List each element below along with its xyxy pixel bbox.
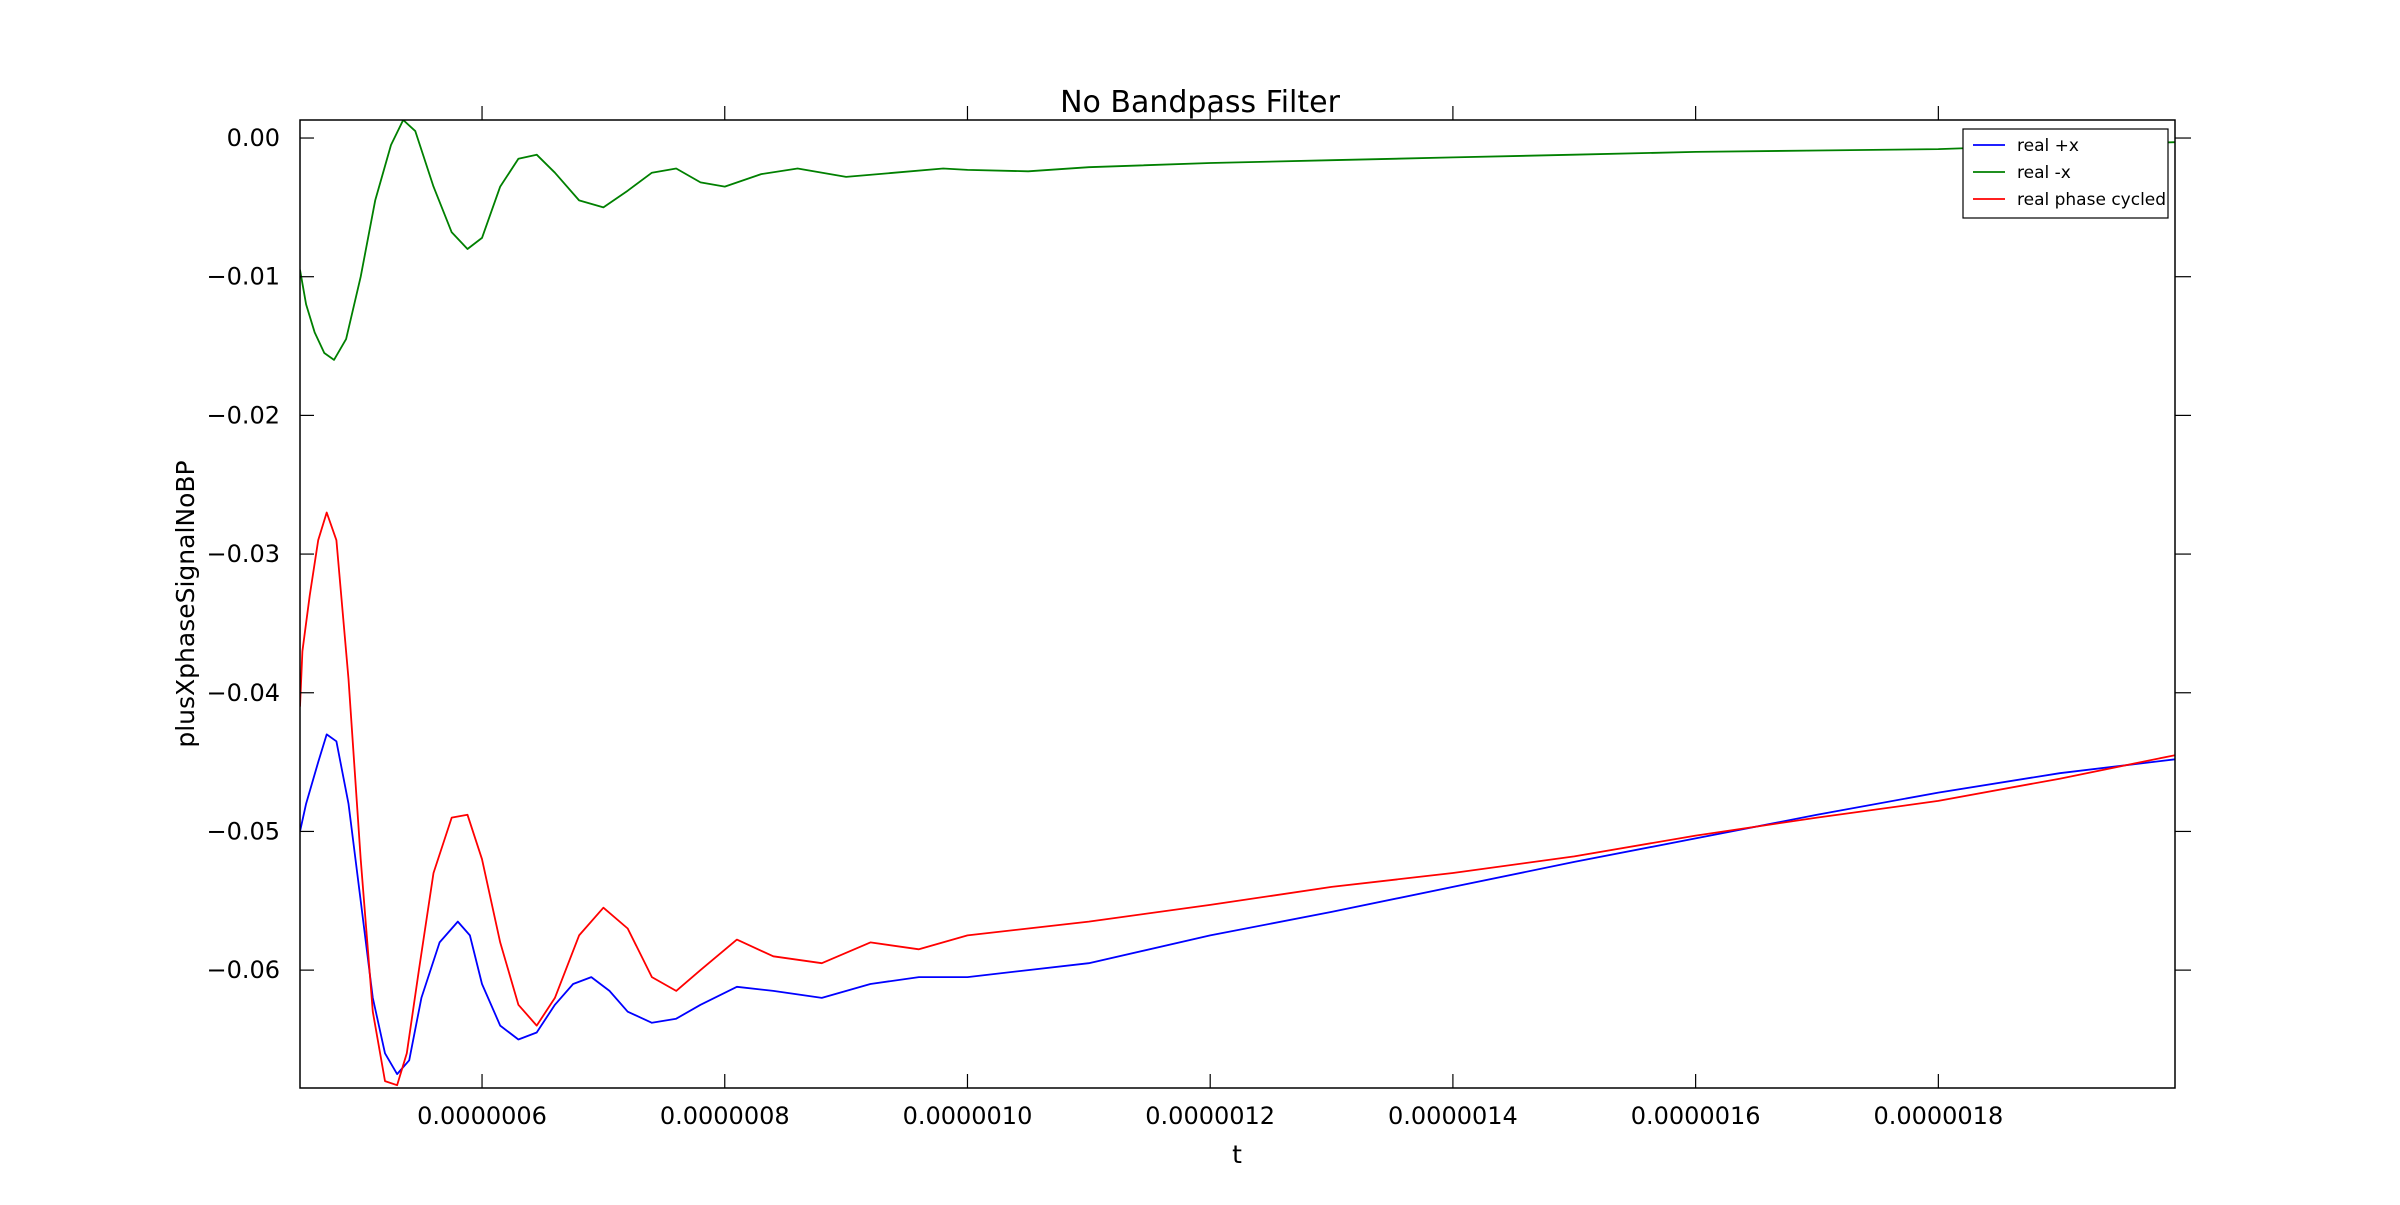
x-tick-label: 0.0000014 — [1388, 1102, 1518, 1130]
x-tick-label: 0.0000010 — [903, 1102, 1033, 1130]
series-line-1 — [300, 733, 2175, 1075]
series-layer — [300, 120, 2175, 1087]
y-tick-label: 0.00 — [227, 124, 280, 152]
legend-label-3: real phase cycled — [2017, 190, 2166, 210]
chart-title: No Bandpass Filter — [1060, 85, 1341, 120]
y-axis-label: plusXphaseSignalNoBP — [171, 460, 200, 747]
legend: real +x real -x real phase cycled — [1962, 128, 2169, 219]
y-tick-label: −0.02 — [206, 401, 280, 429]
legend-box — [1962, 128, 2169, 219]
x-tick-label: 0.0000016 — [1631, 1102, 1761, 1130]
y-tick-label: −0.01 — [206, 263, 280, 291]
x-tick-label: 0.0000018 — [1873, 1102, 2003, 1130]
y-tick-label: −0.06 — [206, 956, 280, 984]
y-axis: 0.00 −0.01 −0.02 −0.03 −0.04 −0.05 −0.06 — [206, 124, 2191, 984]
x-tick-label: 0.0000008 — [660, 1102, 790, 1130]
x-tick-label: 0.0000012 — [1145, 1102, 1275, 1130]
x-axis: 0.0000006 0.0000008 0.0000010 0.0000012 0.00… — [417, 106, 2003, 1130]
x-tick-label: 0.0000006 — [417, 1102, 547, 1130]
series-line-3 — [300, 511, 2175, 1087]
x-axis-label: t — [1232, 1140, 1242, 1169]
series-line-2 — [300, 120, 2175, 361]
legend-label-1: real +x — [2017, 136, 2079, 156]
legend-label-2: real -x — [2017, 163, 2071, 183]
y-tick-label: −0.05 — [206, 817, 280, 845]
y-tick-label: −0.03 — [206, 540, 280, 568]
plot-frame — [299, 119, 2176, 1089]
y-tick-label: −0.04 — [206, 679, 280, 707]
